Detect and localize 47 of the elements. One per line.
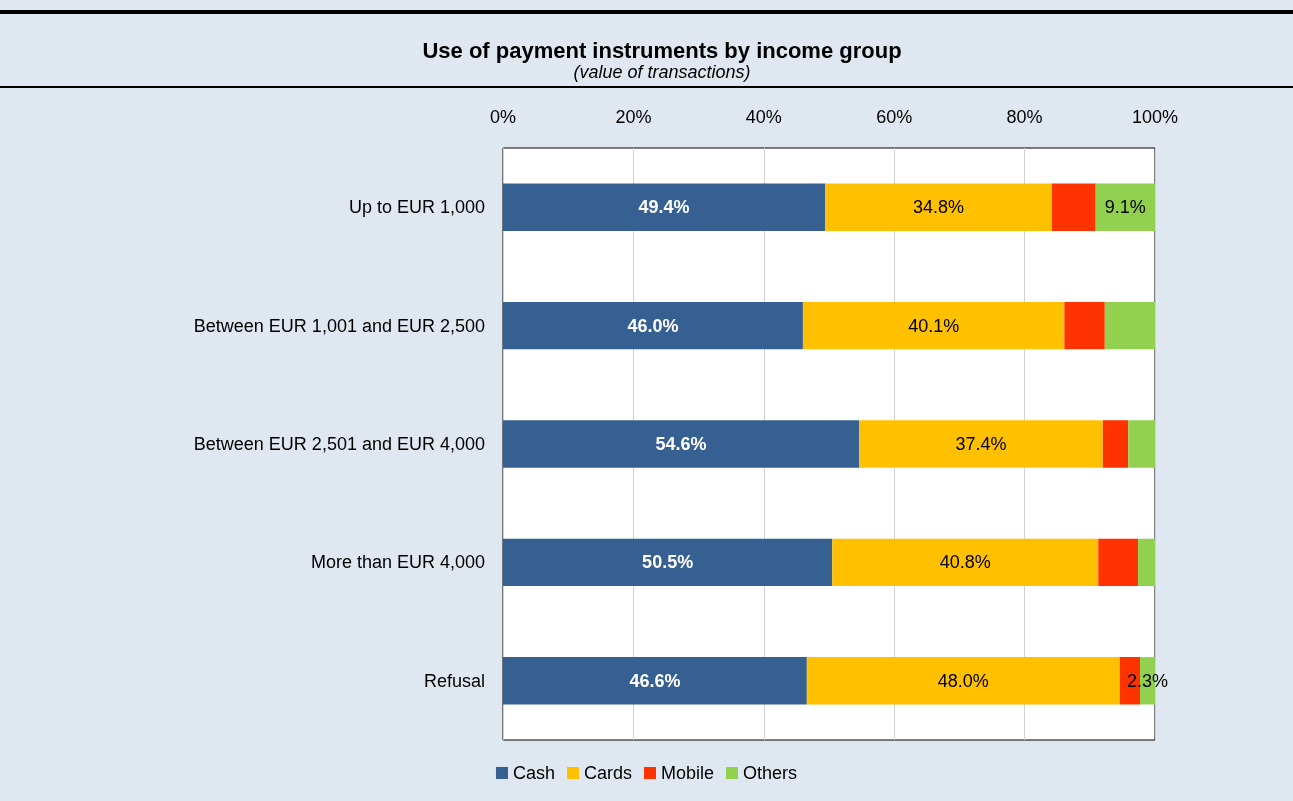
data-label: 9.1% [1104,197,1146,218]
y-tick-label: Between EUR 2,501 and EUR 4,000 [193,434,485,454]
data-label: 50.5% [642,552,694,573]
data-label: 49.4% [638,197,690,218]
chart-subtitle: (value of transactions) [573,62,751,82]
bar [503,538,833,587]
x-tick-label: 0% [489,107,517,127]
bar [802,301,1065,350]
bar [825,183,1052,231]
data-label: 54.6% [655,434,707,454]
data-label: 2.3% [1126,670,1169,691]
y-tick-label: Up to EUR 1,000 [348,197,485,218]
bar [503,657,807,705]
data-label: 40.8% [939,552,991,573]
bar [1128,420,1155,468]
legend-label: Cash [512,763,555,783]
y-tick-label: Refusal [423,670,485,691]
bar [503,420,859,468]
bar [1098,538,1139,587]
legend-label: Cards [583,763,632,783]
data-label: 34.8% [913,197,965,218]
bar [1051,183,1096,231]
data-label: 40.1% [908,315,960,336]
x-tick-label: 80% [1006,107,1043,127]
y-tick-label: Between EUR 1,001 and EUR 2,500 [193,315,485,336]
data-label: 37.4% [955,434,1007,454]
x-tick-label: 60% [876,107,913,127]
bar [503,183,826,231]
legend-label: Others [743,763,798,783]
data-label: 46.6% [629,670,681,691]
y-tick-label: More than EUR 4,000 [310,552,485,573]
bar [858,420,1103,468]
x-tick-label: 40% [745,107,782,127]
chart-title: Use of payment instruments by income group [422,37,902,63]
x-tick-label: 100% [1131,107,1179,127]
bar [1102,420,1129,468]
bar [1095,183,1155,231]
x-tick-label: 20% [615,107,652,127]
bar [1104,301,1155,350]
bar [806,657,1120,705]
bar [1064,301,1105,350]
bar [832,538,1099,587]
legend-label: Mobile [661,763,715,783]
data-label: 48.0% [937,670,989,691]
data-label: 46.0% [627,315,679,336]
bar [1138,538,1155,587]
bar [503,301,803,350]
